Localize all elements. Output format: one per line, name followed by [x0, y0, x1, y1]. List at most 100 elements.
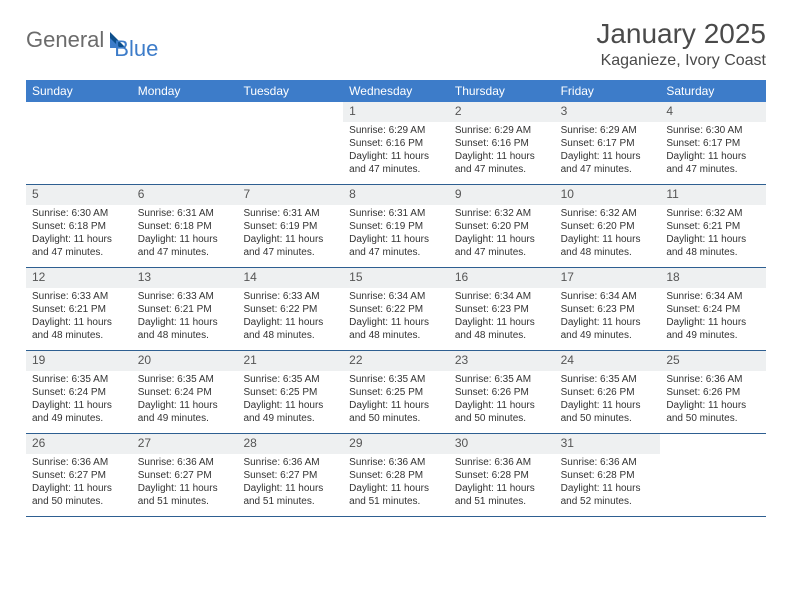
daylight-line: Daylight: 11 hours and 51 minutes.: [349, 482, 443, 508]
day-16: 16Sunrise: 6:34 AMSunset: 6:23 PMDayligh…: [449, 268, 555, 350]
day-1: 1Sunrise: 6:29 AMSunset: 6:16 PMDaylight…: [343, 102, 449, 184]
daylight-line: Daylight: 11 hours and 49 minutes.: [32, 399, 126, 425]
day-number: 8: [343, 185, 449, 205]
day-9: 9Sunrise: 6:32 AMSunset: 6:20 PMDaylight…: [449, 185, 555, 267]
day-number: 4: [660, 102, 766, 122]
sunset-line: Sunset: 6:24 PM: [666, 303, 760, 316]
day-body: Sunrise: 6:36 AMSunset: 6:28 PMDaylight:…: [555, 454, 661, 512]
daylight-line: Daylight: 11 hours and 49 minutes.: [243, 399, 337, 425]
day-7: 7Sunrise: 6:31 AMSunset: 6:19 PMDaylight…: [237, 185, 343, 267]
day-body: Sunrise: 6:35 AMSunset: 6:24 PMDaylight:…: [26, 371, 132, 429]
day-number: 19: [26, 351, 132, 371]
day-22: 22Sunrise: 6:35 AMSunset: 6:25 PMDayligh…: [343, 351, 449, 433]
day-25: 25Sunrise: 6:36 AMSunset: 6:26 PMDayligh…: [660, 351, 766, 433]
sunset-line: Sunset: 6:26 PM: [455, 386, 549, 399]
sunset-line: Sunset: 6:20 PM: [561, 220, 655, 233]
day-body: Sunrise: 6:34 AMSunset: 6:23 PMDaylight:…: [555, 288, 661, 346]
daylight-line: Daylight: 11 hours and 50 minutes.: [32, 482, 126, 508]
dow-friday: Friday: [555, 80, 661, 102]
sunset-line: Sunset: 6:17 PM: [666, 137, 760, 150]
title-block: January 2025 Kaganieze, Ivory Coast: [596, 18, 766, 70]
day-number: 6: [132, 185, 238, 205]
day-number: 24: [555, 351, 661, 371]
day-24: 24Sunrise: 6:35 AMSunset: 6:26 PMDayligh…: [555, 351, 661, 433]
sunset-line: Sunset: 6:24 PM: [138, 386, 232, 399]
sunrise-line: Sunrise: 6:33 AM: [32, 290, 126, 303]
day-number: 21: [237, 351, 343, 371]
day-13: 13Sunrise: 6:33 AMSunset: 6:21 PMDayligh…: [132, 268, 238, 350]
sunrise-line: Sunrise: 6:31 AM: [243, 207, 337, 220]
daylight-line: Daylight: 11 hours and 47 minutes.: [349, 150, 443, 176]
day-20: 20Sunrise: 6:35 AMSunset: 6:24 PMDayligh…: [132, 351, 238, 433]
dow-wednesday: Wednesday: [343, 80, 449, 102]
day-empty: [132, 102, 238, 184]
day-number: 12: [26, 268, 132, 288]
day-body: Sunrise: 6:35 AMSunset: 6:25 PMDaylight:…: [237, 371, 343, 429]
sunrise-line: Sunrise: 6:35 AM: [243, 373, 337, 386]
day-body: Sunrise: 6:33 AMSunset: 6:21 PMDaylight:…: [132, 288, 238, 346]
day-number: 11: [660, 185, 766, 205]
day-number: 27: [132, 434, 238, 454]
day-body: Sunrise: 6:35 AMSunset: 6:26 PMDaylight:…: [555, 371, 661, 429]
sunset-line: Sunset: 6:16 PM: [349, 137, 443, 150]
daylight-line: Daylight: 11 hours and 47 minutes.: [138, 233, 232, 259]
day-body: Sunrise: 6:32 AMSunset: 6:20 PMDaylight:…: [555, 205, 661, 263]
daylight-line: Daylight: 11 hours and 47 minutes.: [455, 150, 549, 176]
logo-text-general: General: [26, 27, 104, 53]
day-body: Sunrise: 6:36 AMSunset: 6:27 PMDaylight:…: [237, 454, 343, 512]
daylight-line: Daylight: 11 hours and 50 minutes.: [349, 399, 443, 425]
day-14: 14Sunrise: 6:33 AMSunset: 6:22 PMDayligh…: [237, 268, 343, 350]
daylight-line: Daylight: 11 hours and 52 minutes.: [561, 482, 655, 508]
sunset-line: Sunset: 6:19 PM: [243, 220, 337, 233]
sunset-line: Sunset: 6:21 PM: [32, 303, 126, 316]
day-number: 17: [555, 268, 661, 288]
sunset-line: Sunset: 6:22 PM: [349, 303, 443, 316]
sunrise-line: Sunrise: 6:35 AM: [561, 373, 655, 386]
dow-thursday: Thursday: [449, 80, 555, 102]
sunset-line: Sunset: 6:21 PM: [666, 220, 760, 233]
day-body: Sunrise: 6:30 AMSunset: 6:18 PMDaylight:…: [26, 205, 132, 263]
day-17: 17Sunrise: 6:34 AMSunset: 6:23 PMDayligh…: [555, 268, 661, 350]
day-6: 6Sunrise: 6:31 AMSunset: 6:18 PMDaylight…: [132, 185, 238, 267]
daylight-line: Daylight: 11 hours and 49 minutes.: [666, 316, 760, 342]
daylight-line: Daylight: 11 hours and 47 minutes.: [243, 233, 337, 259]
day-body: Sunrise: 6:32 AMSunset: 6:21 PMDaylight:…: [660, 205, 766, 263]
sunrise-line: Sunrise: 6:34 AM: [561, 290, 655, 303]
sunset-line: Sunset: 6:26 PM: [561, 386, 655, 399]
day-number: 13: [132, 268, 238, 288]
sunset-line: Sunset: 6:16 PM: [455, 137, 549, 150]
daylight-line: Daylight: 11 hours and 51 minutes.: [243, 482, 337, 508]
day-11: 11Sunrise: 6:32 AMSunset: 6:21 PMDayligh…: [660, 185, 766, 267]
day-number: 26: [26, 434, 132, 454]
sunset-line: Sunset: 6:25 PM: [243, 386, 337, 399]
sunrise-line: Sunrise: 6:35 AM: [349, 373, 443, 386]
sunrise-line: Sunrise: 6:29 AM: [455, 124, 549, 137]
day-8: 8Sunrise: 6:31 AMSunset: 6:19 PMDaylight…: [343, 185, 449, 267]
day-number: 9: [449, 185, 555, 205]
daylight-line: Daylight: 11 hours and 48 minutes.: [666, 233, 760, 259]
day-body: Sunrise: 6:36 AMSunset: 6:26 PMDaylight:…: [660, 371, 766, 429]
day-number: 31: [555, 434, 661, 454]
sunrise-line: Sunrise: 6:34 AM: [349, 290, 443, 303]
day-30: 30Sunrise: 6:36 AMSunset: 6:28 PMDayligh…: [449, 434, 555, 516]
daylight-line: Daylight: 11 hours and 49 minutes.: [561, 316, 655, 342]
sunrise-line: Sunrise: 6:36 AM: [666, 373, 760, 386]
sunrise-line: Sunrise: 6:36 AM: [561, 456, 655, 469]
day-number: 3: [555, 102, 661, 122]
sunrise-line: Sunrise: 6:36 AM: [32, 456, 126, 469]
day-number: 16: [449, 268, 555, 288]
sunset-line: Sunset: 6:27 PM: [32, 469, 126, 482]
day-body: Sunrise: 6:36 AMSunset: 6:28 PMDaylight:…: [343, 454, 449, 512]
day-body: Sunrise: 6:34 AMSunset: 6:23 PMDaylight:…: [449, 288, 555, 346]
sunset-line: Sunset: 6:27 PM: [138, 469, 232, 482]
dow-header-row: SundayMondayTuesdayWednesdayThursdayFrid…: [26, 80, 766, 102]
sunset-line: Sunset: 6:18 PM: [32, 220, 126, 233]
day-body: Sunrise: 6:29 AMSunset: 6:16 PMDaylight:…: [343, 122, 449, 180]
day-body: Sunrise: 6:30 AMSunset: 6:17 PMDaylight:…: [660, 122, 766, 180]
week-row: 12Sunrise: 6:33 AMSunset: 6:21 PMDayligh…: [26, 268, 766, 351]
day-number: 28: [237, 434, 343, 454]
day-empty: [237, 102, 343, 184]
dow-saturday: Saturday: [660, 80, 766, 102]
sunset-line: Sunset: 6:28 PM: [349, 469, 443, 482]
daylight-line: Daylight: 11 hours and 50 minutes.: [561, 399, 655, 425]
